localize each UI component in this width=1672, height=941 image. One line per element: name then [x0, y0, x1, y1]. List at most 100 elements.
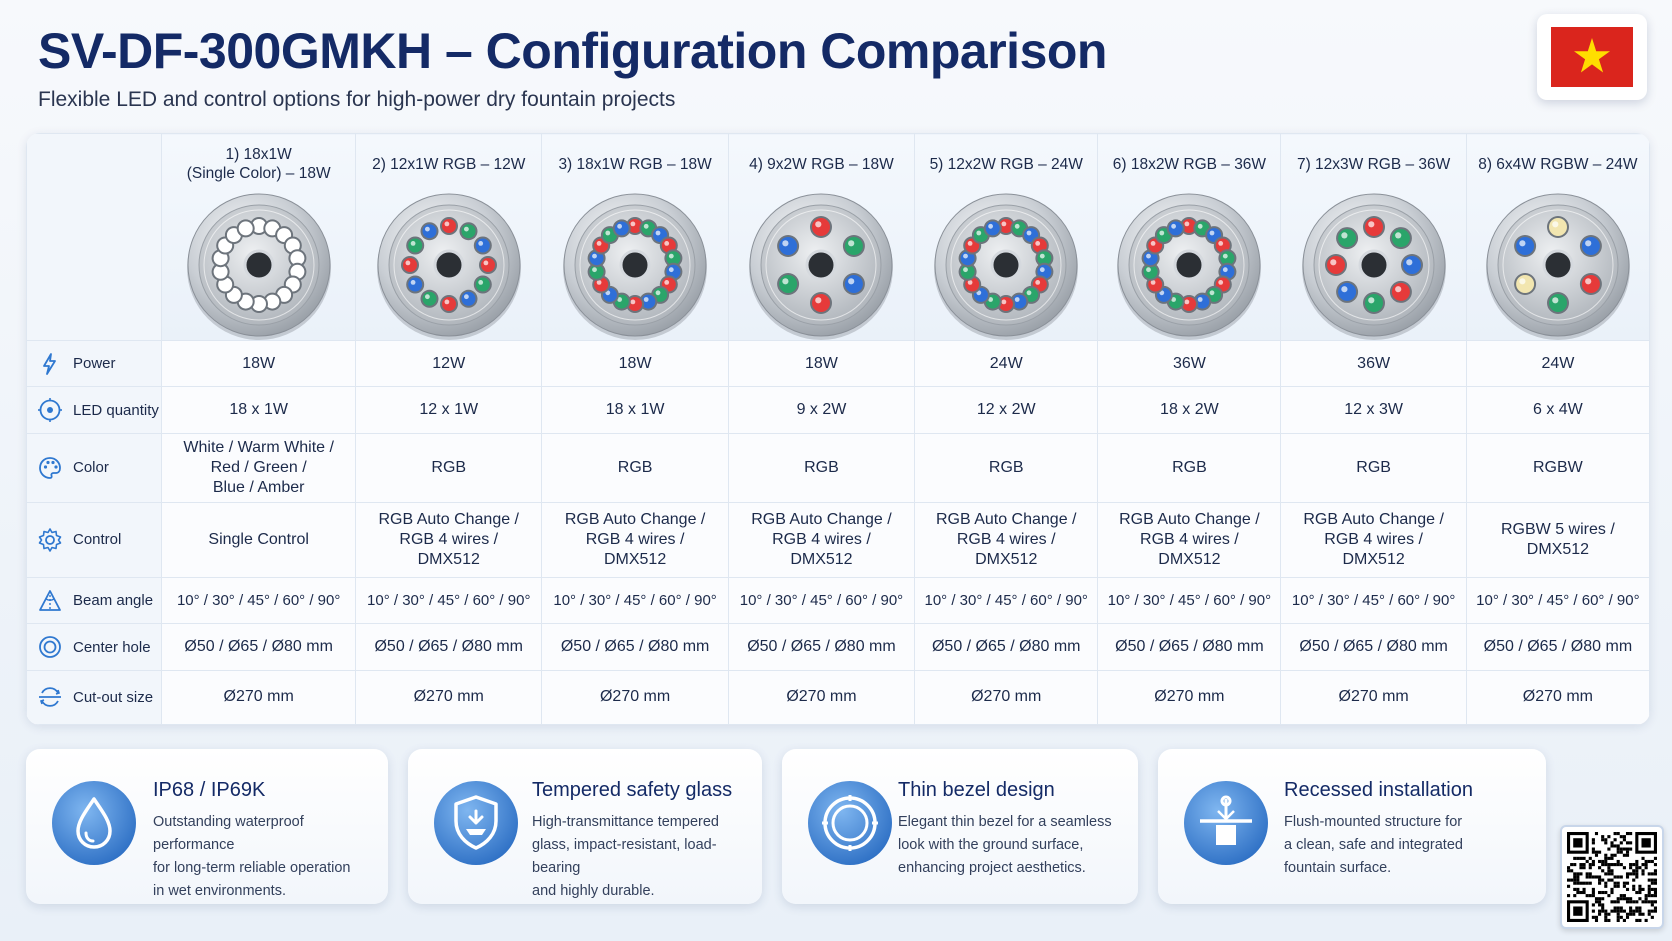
spec-cell: Ø50 / Ø65 / Ø80 mm	[161, 623, 357, 671]
row-label: Power	[73, 355, 116, 373]
row-label-cell: Cut-out size	[26, 669, 163, 725]
spec-cell: RGB	[1280, 432, 1467, 503]
page-subtitle: Flexible LED and control options for hig…	[38, 88, 676, 111]
recessed-install-icon	[1184, 781, 1268, 865]
model-header-5: 5) 12x2W RGB – 24W	[914, 133, 1099, 341]
spec-cell: 18W	[727, 339, 916, 388]
spec-cell: RGB Auto Change / RGB 4 wires / DMX512	[541, 501, 729, 578]
spec-row-beam-angle: Beam angle 10° / 30° / 45° / 60° / 90° 10°…	[26, 576, 1650, 625]
spec-cell: RGBW	[1465, 432, 1650, 503]
spec-cell: Ø50 / Ø65 / Ø80 mm	[355, 623, 543, 671]
feature-title: Thin bezel design	[898, 779, 1055, 801]
spec-cell: Ø270 mm	[1280, 669, 1467, 725]
model-label: 4) 9x2W RGB – 18W	[749, 155, 894, 173]
spec-cell: 10° / 30° / 45° / 60° / 90°	[1097, 576, 1282, 625]
spec-cell: RGB	[541, 432, 729, 503]
model-header-7: 7) 12x3W RGB – 36W	[1280, 133, 1467, 341]
flag-card	[1537, 14, 1647, 100]
spec-cell: Ø270 mm	[541, 669, 729, 725]
spec-cell: RGB	[727, 432, 916, 503]
cut-out-icon	[39, 687, 61, 708]
spec-cell: Ø270 mm	[1097, 669, 1282, 725]
spec-cell: Ø50 / Ø65 / Ø80 mm	[727, 623, 916, 671]
spec-cell: RGB Auto Change / RGB 4 wires / DMX512	[355, 501, 543, 578]
row-label-cell: Center hole	[26, 623, 163, 671]
row-label: Cut-out size	[73, 688, 154, 706]
spec-cell: Ø270 mm	[161, 669, 357, 725]
spec-cell: 10° / 30° / 45° / 60° / 90°	[727, 576, 916, 625]
spec-cell: 24W	[1465, 339, 1650, 388]
spec-cell: 10° / 30° / 45° / 60° / 90°	[1280, 576, 1467, 625]
led-chip-icon	[38, 398, 62, 423]
spec-cell: 9 x 2W	[727, 386, 916, 434]
spec-cell: 6 x 4W	[1465, 386, 1650, 434]
spec-cell: 18W	[541, 339, 729, 388]
spec-row-center-hole: Center hole Ø50 / Ø65 / Ø80 mm Ø50 / Ø65 /…	[26, 623, 1650, 671]
spec-cell: Ø50 / Ø65 / Ø80 mm	[1280, 623, 1467, 671]
model-label: 6) 18x2W RGB – 36W	[1112, 155, 1267, 173]
spec-cell: 10° / 30° / 45° / 60° / 90°	[914, 576, 1099, 625]
spec-cell: Ø270 mm	[1465, 669, 1650, 725]
spec-row-control: Control Single Control RGB Auto Change / R…	[26, 501, 1650, 578]
bezel-ring-icon	[808, 781, 892, 865]
spec-cell: 36W	[1097, 339, 1282, 388]
spec-cell: White / Warm White / Red / Green / Blue …	[161, 432, 357, 503]
palette-icon	[39, 456, 61, 479]
spec-cell: 12 x 2W	[914, 386, 1099, 434]
spec-cell: Ø50 / Ø65 / Ø80 mm	[914, 623, 1099, 671]
feature-title: Tempered safety glass	[532, 779, 733, 801]
spec-cell: RGB	[355, 432, 543, 503]
row-label-cell: Power	[26, 339, 163, 388]
spec-cell: RGB	[1097, 432, 1282, 503]
table-corner	[26, 133, 163, 341]
spec-cell: 12W	[355, 339, 543, 388]
feature-text: High-transmittance tempered glass, impac…	[532, 814, 719, 899]
spec-cell: 18W	[161, 339, 357, 388]
feature-text: Flush-mounted structure for a clean, saf…	[1284, 814, 1463, 876]
spec-cell: Ø270 mm	[914, 669, 1099, 725]
spec-cell: Ø270 mm	[727, 669, 916, 725]
spec-cell: RGB Auto Change / RGB 4 wires / DMX512	[727, 501, 916, 578]
vietnam-flag-icon	[1551, 27, 1633, 87]
feature-card-3: Thin bezel design Elegant thin bezel for …	[782, 749, 1138, 904]
spec-cell: 10° / 30° / 45° / 60° / 90°	[541, 576, 729, 625]
spec-cell: 36W	[1280, 339, 1467, 388]
feature-text: Outstanding waterproof performance for l…	[153, 814, 351, 899]
spec-row-color: Color White / Warm White / Red / Green / …	[26, 432, 1650, 503]
spec-cell: 18 x 1W	[541, 386, 729, 434]
spec-cell: Ø270 mm	[355, 669, 543, 725]
model-label: 3) 18x1W RGB – 18W	[558, 155, 712, 173]
spec-cell: 10° / 30° / 45° / 60° / 90°	[1465, 576, 1650, 625]
feature-card-4: Recessed installation Flush-mounted struc…	[1158, 749, 1546, 904]
row-label: Color	[73, 459, 109, 477]
model-label: 1) 18x1W (Single Color) – 18W	[186, 146, 331, 182]
spec-cell: RGB Auto Change / RGB 4 wires / DMX512	[914, 501, 1099, 578]
feature-card-1: IP68 / IP69K Outstanding waterproof perfo…	[26, 749, 388, 904]
row-label-cell: Control	[26, 501, 163, 578]
spec-row-led-quantity: LED quantity 18 x 1W 12 x 1W 18 x 1W 9 x 2W 1…	[26, 386, 1650, 434]
beam-angle-icon	[39, 589, 61, 611]
spec-cell: 24W	[914, 339, 1099, 388]
spec-cell: Single Control	[161, 501, 357, 578]
spec-cell: RGB Auto Change / RGB 4 wires / DMX512	[1097, 501, 1282, 578]
lamp-image-3	[563, 193, 708, 340]
page-title: SV-DF-300GMKH – Configuration Comparison	[38, 23, 1107, 79]
shield-icon	[434, 781, 518, 865]
lamp-image-5	[934, 193, 1079, 340]
spec-cell: RGB Auto Change / RGB 4 wires / DMX512	[1280, 501, 1467, 578]
model-header-4: 4) 9x2W RGB – 18W	[727, 133, 916, 341]
model-label: 2) 12x1W RGB – 12W	[372, 155, 526, 173]
comparison-table: 1) 18x1W (Single Color) – 18W 2) 12x1W RG…	[26, 133, 1650, 725]
lamp-image-7	[1301, 193, 1446, 340]
feature-card-2: Tempered safety glass High-transmittance …	[408, 749, 762, 904]
spec-cell: Ø50 / Ø65 / Ø80 mm	[1097, 623, 1282, 671]
model-header-6: 6) 18x2W RGB – 36W	[1097, 133, 1282, 341]
row-label-cell: Color	[26, 432, 163, 503]
qr-code[interactable]	[1560, 825, 1664, 929]
model-header-1: 1) 18x1W (Single Color) – 18W	[161, 133, 357, 341]
model-label: 8) 6x4W RGBW – 24W	[1478, 155, 1638, 173]
row-label: Control	[73, 531, 122, 549]
spec-cell: RGB	[914, 432, 1099, 503]
lamp-image-4	[749, 193, 894, 340]
model-label: 7) 12x3W RGB – 36W	[1296, 155, 1451, 173]
